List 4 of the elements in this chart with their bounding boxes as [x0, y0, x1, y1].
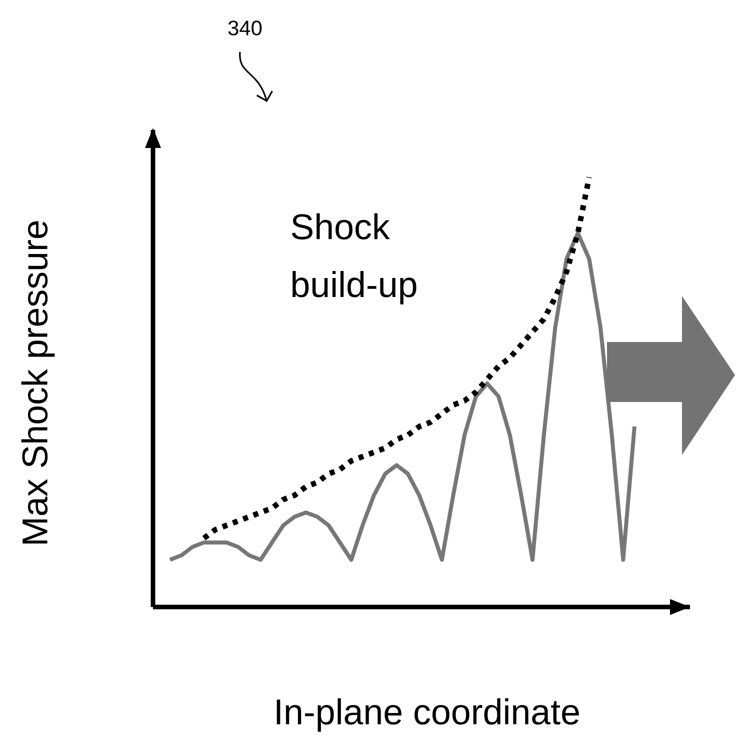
y-axis-title: Max Shock pressure — [21, 221, 55, 544]
annotation: Shock build-up — [292, 213, 416, 304]
text: 340 — [228, 20, 262, 36]
x-axis-title: In-plane coordinate — [276, 698, 579, 732]
